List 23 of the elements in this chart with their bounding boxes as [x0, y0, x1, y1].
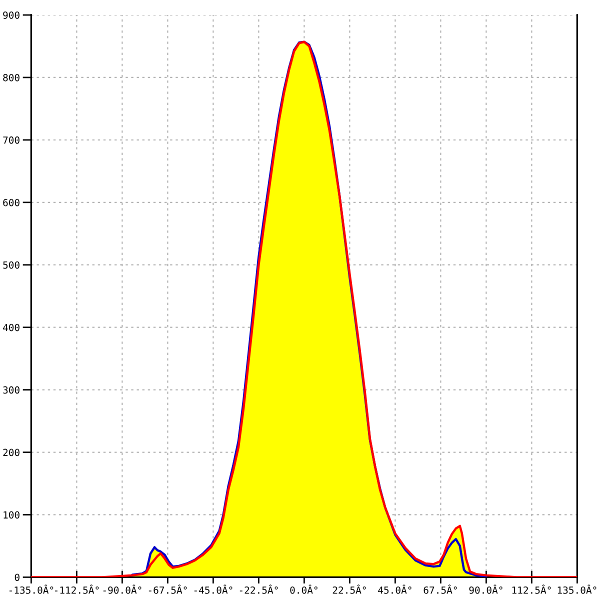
- y-tick-label: 600: [3, 198, 20, 206]
- x-tick-label: 135.0Â°: [558, 584, 596, 594]
- x-tick-label: -67.5Â°: [148, 584, 187, 594]
- x-tick-label: 22.5Â°: [332, 584, 366, 594]
- x-tick-label: 90.0Â°: [469, 584, 502, 594]
- y-tick-label: 700: [3, 136, 20, 144]
- x-tick-label: 112.5Â°: [512, 584, 551, 594]
- x-tick-label: -90.0Â°: [103, 584, 142, 594]
- y-tick-label: 400: [3, 324, 20, 332]
- x-tick-label: -135.0Â°: [9, 584, 54, 594]
- y-tick-label: 300: [3, 386, 20, 394]
- x-tick-label: 45.0Â°: [378, 584, 412, 594]
- x-tick-label: -45.0Â°: [194, 584, 232, 594]
- y-tick-label: 0: [14, 574, 20, 582]
- x-tick-label: -22.5Â°: [240, 584, 278, 594]
- x-tick-label: -112.5Â°: [54, 584, 99, 594]
- y-tick-label: 200: [3, 448, 20, 456]
- x-tick-label: 0.0Â°: [290, 584, 318, 594]
- y-tick-label: 800: [3, 74, 20, 82]
- y-tick-label: 900: [3, 12, 20, 19]
- x-tick-label: 67.5Â°: [424, 584, 457, 594]
- y-tick-label: 500: [3, 261, 20, 269]
- y-tick-label: 100: [4, 511, 20, 519]
